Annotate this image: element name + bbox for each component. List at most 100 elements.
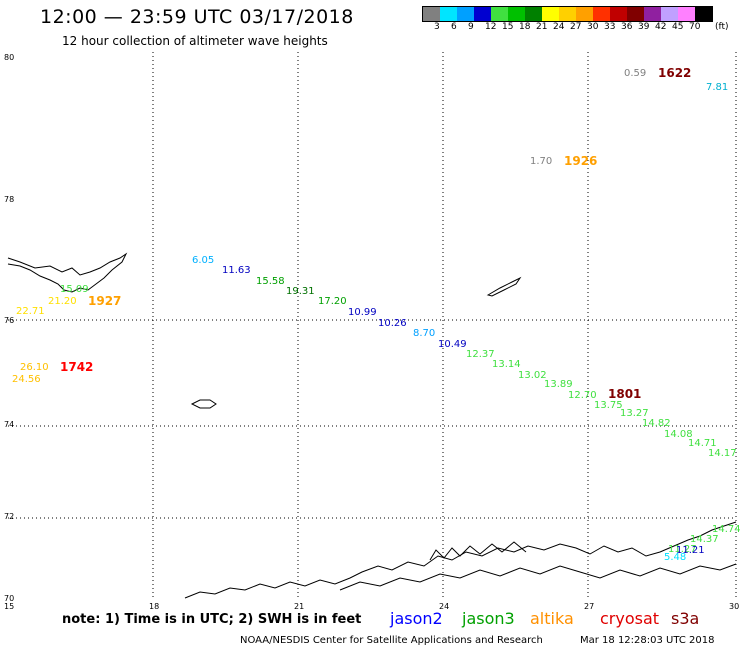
legend-label: 30 — [587, 22, 599, 32]
swh-value: 14.37 — [690, 534, 719, 545]
legend-label: 6 — [451, 22, 457, 32]
legend-swatch — [508, 7, 525, 21]
swh-value: 22.71 — [16, 306, 45, 317]
satellite-jason3: jason3 — [462, 609, 515, 628]
latitude-label: 74 — [4, 420, 15, 429]
swh-value: 12.37 — [466, 349, 495, 360]
legend-swatch — [491, 7, 508, 21]
generated-timestamp: Mar 18 12:28:03 UTC 2018 — [580, 635, 715, 646]
legend-swatch — [423, 7, 440, 21]
swh-value: 12.70 — [568, 390, 597, 401]
legend-label: 45 — [672, 22, 684, 32]
footnote: note: 1) Time is in UTC; 2) SWH is in fe… — [62, 612, 362, 627]
swh-value: 11.21 — [676, 545, 705, 556]
latitude-label: 80 — [4, 53, 15, 62]
longitude-label: 15 — [4, 602, 15, 611]
swh-value: 24.56 — [12, 374, 41, 385]
swh-value: 11.27 — [668, 544, 697, 555]
swh-value: 5.48 — [664, 552, 687, 563]
legend-swatch — [542, 7, 559, 21]
latitude-label: 70 — [4, 594, 15, 603]
legend-label: 15 — [502, 22, 514, 32]
legend-label: 24 — [553, 22, 565, 32]
latitude-label: 78 — [4, 195, 15, 204]
swh-value: 14.74 — [712, 524, 740, 535]
legend-swatch — [678, 7, 695, 21]
longitude-label: 30 — [729, 602, 740, 611]
longitude-label: 24 — [439, 602, 450, 611]
satellite-altika: altika — [530, 609, 574, 628]
legend-swatch — [457, 7, 474, 21]
longitude-label: 18 — [149, 602, 160, 611]
coastline-island-bear — [190, 399, 217, 409]
swh-value: 8.70 — [413, 328, 436, 339]
coastline-island-east — [486, 276, 522, 297]
legend-swatch — [661, 7, 678, 21]
legend-swatch — [559, 7, 576, 21]
swh-value: 10.99 — [348, 307, 377, 318]
satellite-s3a: s3a — [671, 609, 700, 628]
swh-value: 14.82 — [642, 418, 671, 429]
swh-value: 13.27 — [620, 408, 649, 419]
longitude-label: 21 — [294, 602, 305, 611]
legend-label: 21 — [536, 22, 548, 32]
pass-time: 1742 — [60, 360, 94, 374]
satellite-jason2: jason2 — [390, 609, 443, 628]
longitude-label: 27 — [584, 602, 595, 611]
color-legend — [422, 6, 713, 22]
swh-value: 13.14 — [492, 359, 521, 370]
pass-time: 1927 — [88, 294, 122, 308]
swh-value: 14.71 — [688, 438, 717, 449]
swh-value: 7.81 — [706, 82, 729, 93]
latitude-label: 72 — [4, 512, 15, 521]
legend-label: 39 — [638, 22, 650, 32]
map-title: 12:00 — 23:59 UTC 03/17/2018 — [40, 6, 354, 28]
pass-time: 1801 — [608, 387, 642, 401]
map-subtitle: 12 hour collection of altimeter wave hei… — [62, 34, 328, 48]
legend-swatch — [525, 7, 542, 21]
legend-swatch — [644, 7, 661, 21]
latitude-label: 76 — [4, 316, 15, 325]
legend-label: 42 — [655, 22, 667, 32]
pass-time: 1622 — [658, 66, 692, 80]
satellite-cryosat: cryosat — [600, 609, 660, 628]
legend-swatch — [610, 7, 627, 21]
legend-label: 12 — [485, 22, 497, 32]
swh-value: 13.02 — [518, 370, 547, 381]
swh-value: 19.31 — [286, 286, 315, 297]
legend-label: 9 — [468, 22, 474, 32]
swh-value: 26.10 — [20, 362, 49, 373]
coastline-fjord — [429, 541, 527, 561]
credit-line: NOAA/NESDIS Center for Satellite Applica… — [240, 635, 543, 646]
swh-value: 13.89 — [544, 379, 573, 390]
graticule — [8, 52, 737, 598]
swh-value: 0.59 — [624, 68, 647, 79]
swh-value: 15.58 — [256, 276, 285, 287]
swh-value: 13.75 — [594, 400, 623, 411]
legend-swatch — [474, 7, 491, 21]
coastline-south — [184, 521, 737, 599]
coastline-northwest — [7, 252, 128, 293]
legend-label: 36 — [621, 22, 633, 32]
swh-value: 14.17 — [708, 448, 737, 459]
legend-label: 33 — [604, 22, 616, 32]
swh-value: 6.05 — [192, 255, 215, 266]
legend-swatch — [576, 7, 593, 21]
swh-value: 10.49 — [438, 339, 467, 350]
swh-value: 1.70 — [530, 156, 553, 167]
legend-swatch — [627, 7, 644, 21]
swh-value: 21.20 — [48, 296, 77, 307]
coastline-south-inner — [339, 563, 737, 591]
legend-swatch — [440, 7, 457, 21]
legend-label: 3 — [434, 22, 440, 32]
legend-swatch — [695, 7, 712, 21]
legend-label: (ft) — [715, 22, 729, 32]
swh-value: 10.26 — [378, 318, 407, 329]
legend-label: 27 — [570, 22, 582, 32]
coastline — [7, 252, 737, 599]
swh-value: 14.08 — [664, 429, 693, 440]
legend-label: 70 — [689, 22, 701, 32]
swh-value: 15.09 — [60, 284, 89, 295]
pass-time: 1926 — [564, 154, 598, 168]
